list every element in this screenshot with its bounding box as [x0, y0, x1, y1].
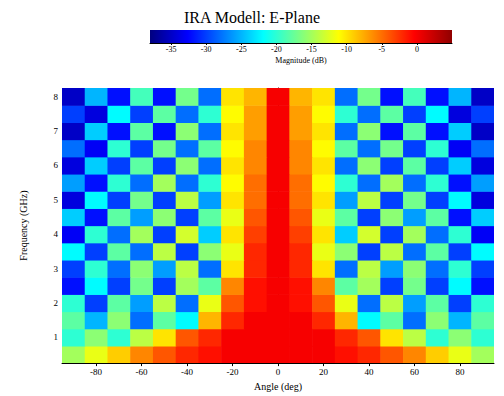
svg-text:4: 4: [54, 229, 59, 239]
svg-text:2: 2: [54, 298, 59, 308]
svg-text:-15: -15: [306, 45, 317, 54]
svg-text:-5: -5: [378, 45, 385, 54]
svg-text:-10: -10: [341, 45, 352, 54]
svg-text:-80: -80: [90, 367, 102, 377]
svg-text:5: 5: [54, 195, 59, 205]
svg-text:6: 6: [54, 160, 59, 170]
svg-text:IRA Modell: E-Plane: IRA Modell: E-Plane: [184, 9, 320, 26]
svg-text:1: 1: [54, 332, 59, 342]
svg-text:Angle (deg): Angle (deg): [254, 381, 302, 393]
svg-text:-20: -20: [271, 45, 282, 54]
svg-text:-35: -35: [166, 45, 177, 54]
svg-text:-30: -30: [201, 45, 212, 54]
svg-text:-40: -40: [181, 367, 193, 377]
svg-text:-60: -60: [136, 367, 148, 377]
svg-text:20: 20: [319, 367, 329, 377]
svg-text:0: 0: [276, 367, 281, 377]
svg-text:-20: -20: [227, 367, 239, 377]
svg-text:7: 7: [54, 126, 59, 136]
svg-text:60: 60: [410, 367, 420, 377]
svg-text:0: 0: [415, 45, 419, 54]
svg-text:40: 40: [364, 367, 374, 377]
svg-text:Frequency (GHz): Frequency (GHz): [18, 190, 30, 260]
svg-text:3: 3: [54, 264, 59, 274]
svg-text:Magnitude (dB): Magnitude (dB): [275, 56, 327, 65]
svg-text:8: 8: [54, 92, 59, 102]
svg-text:-25: -25: [236, 45, 247, 54]
svg-text:80: 80: [455, 367, 465, 377]
